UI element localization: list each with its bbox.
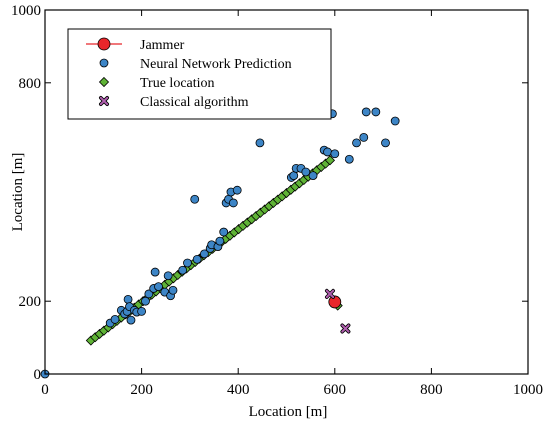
nn-prediction-point xyxy=(123,294,133,304)
nn-prediction-point xyxy=(183,258,192,268)
legend-marker-jammer xyxy=(97,37,111,51)
nn-prediction-point xyxy=(361,107,371,117)
nn-prediction-point xyxy=(301,167,311,177)
nn-prediction-point xyxy=(289,171,299,181)
nn-prediction-point xyxy=(308,171,318,181)
nn-prediction-point xyxy=(381,138,390,148)
nn-prediction-point xyxy=(192,254,202,264)
legend-label-true-location: True location xyxy=(140,76,215,91)
legend-marker-nn-prediction xyxy=(99,58,109,68)
legend-marker-true-location xyxy=(98,76,110,88)
nn-prediction-point xyxy=(219,227,229,237)
jammer-point xyxy=(328,295,342,309)
legend-label-classical: Classical algorithm xyxy=(140,95,249,110)
classical-algorithm-point xyxy=(341,324,350,333)
nn-prediction-point xyxy=(144,289,154,299)
nn-prediction-point xyxy=(163,271,173,281)
nn-prediction-point xyxy=(371,107,381,117)
nn-prediction-point xyxy=(255,138,265,148)
nn-prediction-point xyxy=(232,185,242,195)
nn-prediction-point xyxy=(154,282,163,292)
nn-prediction-point xyxy=(323,147,332,157)
legend-marks xyxy=(86,37,122,106)
classical-algorithm-point xyxy=(325,289,335,299)
x-tick-label: 600 xyxy=(324,382,347,398)
legend-label-nn-prediction: Neural Network Prediction xyxy=(140,57,292,72)
nn-prediction-point xyxy=(141,296,150,306)
y-axis-label: Location [m] xyxy=(10,153,26,232)
x-tick-label: 0 xyxy=(41,382,49,398)
y-tick-label: 1000 xyxy=(11,3,41,19)
nn-prediction-point xyxy=(137,306,147,316)
nn-prediction-point xyxy=(215,236,225,246)
nn-prediction-point xyxy=(344,154,354,164)
x-axis-label: Location [m] xyxy=(249,404,328,420)
nn-prediction-point xyxy=(390,116,400,126)
plot-frame xyxy=(44,9,529,375)
legend-marker-classical xyxy=(99,96,109,106)
legend-label-jammer: Jammer xyxy=(140,38,185,53)
nn-prediction-point xyxy=(359,132,369,142)
nn-prediction-point xyxy=(168,285,178,295)
nn-prediction-point xyxy=(178,265,188,275)
nn-prediction-point xyxy=(352,138,361,148)
x-tick-label: 800 xyxy=(420,382,443,398)
nn-prediction-point xyxy=(150,267,160,277)
plot-marks xyxy=(40,107,400,379)
nn-prediction-point xyxy=(190,194,200,204)
legend: Jammer Neural Network Prediction True lo… xyxy=(67,28,332,120)
y-tick-label: 0 xyxy=(34,367,42,383)
nn-prediction-point xyxy=(126,315,136,325)
x-tick-label: 200 xyxy=(130,382,153,398)
y-tick-label: 200 xyxy=(19,294,42,310)
y-tick-label: 800 xyxy=(19,76,42,92)
axis-ticks: 0 200 400 600 800 1000 0 200 800 1000 xyxy=(11,3,543,398)
nn-prediction-point xyxy=(199,249,209,259)
x-tick-label: 1000 xyxy=(513,382,543,398)
nn-prediction-point xyxy=(228,198,238,208)
x-tick-label: 400 xyxy=(227,382,250,398)
nn-prediction-point xyxy=(110,314,120,324)
nn-prediction-point xyxy=(330,149,340,159)
true-location-point xyxy=(324,155,336,166)
